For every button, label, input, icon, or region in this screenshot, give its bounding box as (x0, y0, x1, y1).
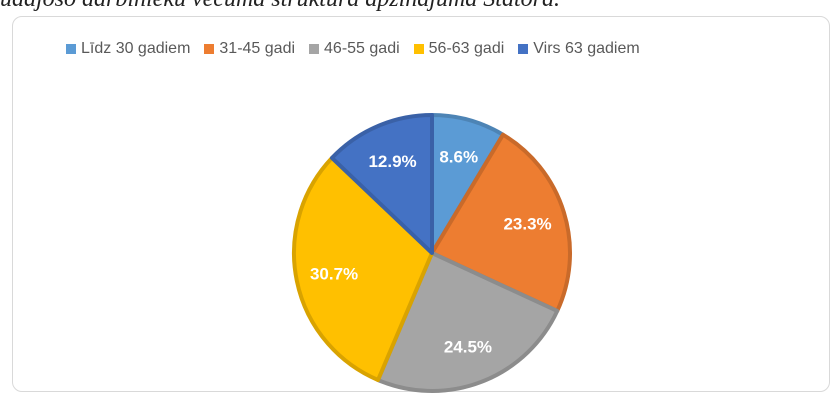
legend-label: Līdz 30 gadiem (81, 40, 191, 57)
legend-item: Līdz 30 gadiem (66, 40, 190, 58)
legend-item: 31-45 gadi (204, 40, 295, 58)
legend-label: 31-45 gadi (219, 40, 296, 57)
legend-item: 46-55 gadi (309, 40, 400, 58)
document-header-text: ūdājošo darbinieku vecuma struktūra apzi… (0, 0, 839, 16)
legend-swatch (66, 44, 76, 54)
data-label: 8.6% (439, 148, 478, 167)
chart-legend: Līdz 30 gadiem 31-45 gadi 46-55 gadi 56-… (66, 38, 640, 60)
pie-slice (292, 155, 434, 382)
legend-label: 56-63 gadi (428, 40, 505, 57)
data-label: 12.9% (368, 152, 416, 171)
data-label: 24.5% (444, 337, 492, 356)
legend-item: 56-63 gadi (413, 40, 505, 58)
legend-swatch (309, 44, 320, 54)
pie-slice (329, 113, 434, 255)
data-label: 30.7% (310, 264, 358, 283)
legend-swatch (413, 44, 424, 54)
legend-label: Virs 63 gadiem (533, 40, 640, 57)
pie-slice (375, 251, 560, 393)
legend-item: Virs 63 gadiem (518, 40, 640, 58)
data-label: 23.3% (503, 215, 551, 234)
legend-swatch (518, 44, 529, 54)
legend-label: 46-55 gadi (324, 40, 400, 57)
legend-swatch (204, 44, 215, 54)
